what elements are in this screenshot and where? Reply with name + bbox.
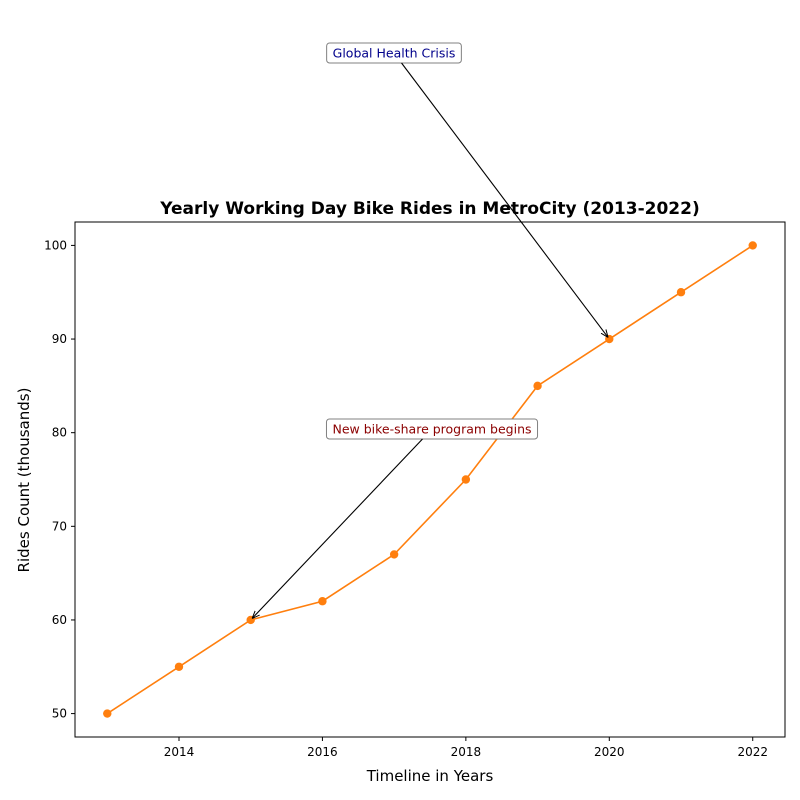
data-point bbox=[461, 475, 471, 484]
x-tick-label: 2022 bbox=[737, 745, 768, 759]
data-point bbox=[174, 662, 184, 671]
data-point bbox=[748, 241, 757, 250]
y-tick-label: 80 bbox=[52, 426, 67, 440]
x-tick-label: 2018 bbox=[451, 745, 482, 759]
annotation-arrow bbox=[252, 438, 423, 619]
y-axis-label: Rides Count (thousands) bbox=[15, 388, 33, 573]
series-line bbox=[106, 244, 754, 715]
plot-frame bbox=[74, 221, 786, 738]
y-tick-label: 60 bbox=[52, 613, 67, 627]
y-tick-label: 90 bbox=[52, 332, 67, 346]
y-tick-label: 70 bbox=[52, 519, 67, 533]
y-axis: 50 60 70 80 90 100 bbox=[44, 238, 75, 721]
x-axis-label: Timeline in Years bbox=[366, 767, 494, 785]
data-point bbox=[318, 597, 327, 606]
chart-title: Yearly Working Day Bike Rides in MetroCi… bbox=[159, 199, 699, 219]
data-point bbox=[533, 381, 542, 391]
annotation: Global Health Crisis bbox=[326, 42, 609, 337]
x-axis: 2014 2016 2018 2020 2022 bbox=[164, 737, 768, 759]
annotation-text: New bike-share program begins bbox=[332, 422, 531, 437]
annotation-box bbox=[326, 42, 462, 64]
annotation: New bike-share program begins bbox=[252, 418, 539, 619]
y-tick-label: 50 bbox=[52, 707, 67, 721]
data-point bbox=[103, 709, 112, 718]
plot-area bbox=[74, 221, 786, 738]
annotation-layer: Global Health Crisis New bike-share progr… bbox=[252, 42, 609, 619]
y-tick-label: 100 bbox=[44, 238, 67, 252]
data-point bbox=[605, 334, 614, 344]
x-tick-label: 2014 bbox=[164, 745, 195, 759]
x-tick-label: 2020 bbox=[594, 745, 625, 759]
annotation-arrow bbox=[401, 62, 609, 337]
data-point bbox=[676, 288, 686, 297]
annotation-box bbox=[325, 418, 539, 440]
data-point bbox=[389, 550, 399, 559]
annotation-text: Global Health Crisis bbox=[333, 46, 456, 61]
series-layer bbox=[103, 241, 757, 718]
x-tick-label: 2016 bbox=[307, 745, 338, 759]
